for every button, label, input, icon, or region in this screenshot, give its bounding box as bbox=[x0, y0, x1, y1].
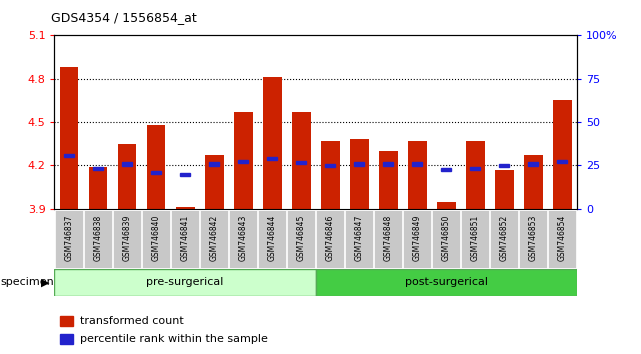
Text: GSM746852: GSM746852 bbox=[500, 215, 509, 261]
Bar bbox=[200, 210, 228, 268]
Bar bbox=[292, 112, 311, 209]
Bar bbox=[379, 151, 397, 209]
Text: GSM746843: GSM746843 bbox=[238, 215, 247, 261]
Bar bbox=[151, 171, 161, 174]
Bar bbox=[113, 210, 141, 268]
Bar bbox=[296, 161, 306, 164]
Bar bbox=[267, 157, 278, 160]
Bar bbox=[408, 141, 427, 209]
Text: GSM746838: GSM746838 bbox=[94, 215, 103, 261]
Text: GSM746839: GSM746839 bbox=[122, 215, 131, 261]
Bar bbox=[495, 170, 514, 209]
Bar bbox=[229, 210, 257, 268]
Bar bbox=[412, 162, 422, 166]
Text: GSM746845: GSM746845 bbox=[297, 215, 306, 261]
Text: GSM746854: GSM746854 bbox=[558, 215, 567, 261]
Bar bbox=[176, 207, 194, 209]
Bar bbox=[147, 125, 165, 209]
Bar bbox=[180, 173, 190, 176]
Bar bbox=[88, 167, 108, 209]
Text: pre-surgerical: pre-surgerical bbox=[146, 277, 224, 287]
Text: GSM746837: GSM746837 bbox=[65, 215, 74, 261]
Bar bbox=[122, 162, 132, 166]
Text: GSM746848: GSM746848 bbox=[384, 215, 393, 261]
Bar bbox=[345, 210, 373, 268]
Bar bbox=[60, 67, 78, 209]
Bar bbox=[325, 164, 335, 167]
Text: GSM746844: GSM746844 bbox=[268, 215, 277, 261]
Bar bbox=[84, 210, 112, 268]
Text: transformed count: transformed count bbox=[79, 316, 183, 326]
Bar bbox=[354, 162, 364, 166]
Bar bbox=[55, 210, 83, 268]
Text: GSM746851: GSM746851 bbox=[471, 215, 480, 261]
Bar bbox=[350, 139, 369, 209]
Bar bbox=[142, 210, 170, 268]
Bar bbox=[462, 210, 489, 268]
Bar bbox=[433, 210, 460, 268]
Text: GSM746846: GSM746846 bbox=[326, 215, 335, 261]
Bar bbox=[234, 112, 253, 209]
Bar bbox=[263, 77, 281, 209]
Bar bbox=[383, 162, 394, 166]
Text: post-surgerical: post-surgerical bbox=[405, 277, 488, 287]
Bar bbox=[557, 160, 567, 163]
Bar bbox=[441, 168, 451, 171]
Text: ▶: ▶ bbox=[41, 277, 49, 287]
Text: GSM746850: GSM746850 bbox=[442, 215, 451, 261]
Bar bbox=[204, 155, 224, 209]
Bar bbox=[287, 210, 315, 268]
Text: percentile rank within the sample: percentile rank within the sample bbox=[79, 334, 267, 344]
Bar bbox=[64, 154, 74, 157]
Bar bbox=[403, 210, 431, 268]
Bar bbox=[258, 210, 286, 268]
Text: specimen: specimen bbox=[1, 277, 54, 287]
Text: GSM746842: GSM746842 bbox=[210, 215, 219, 261]
Bar bbox=[466, 141, 485, 209]
Bar bbox=[315, 269, 577, 296]
Bar bbox=[524, 155, 543, 209]
Bar bbox=[553, 101, 572, 209]
Text: GDS4354 / 1556854_at: GDS4354 / 1556854_at bbox=[51, 11, 197, 24]
Text: GSM746849: GSM746849 bbox=[413, 215, 422, 261]
Bar bbox=[528, 162, 538, 166]
Bar bbox=[320, 141, 340, 209]
Bar bbox=[316, 210, 344, 268]
Text: GSM746841: GSM746841 bbox=[181, 215, 190, 261]
Bar bbox=[374, 210, 402, 268]
Bar bbox=[549, 210, 576, 268]
Bar bbox=[238, 160, 248, 163]
Bar bbox=[54, 269, 315, 296]
Bar bbox=[93, 167, 103, 170]
Bar bbox=[209, 162, 219, 166]
Bar bbox=[60, 316, 73, 326]
Bar bbox=[60, 334, 73, 344]
Bar bbox=[171, 210, 199, 268]
Bar bbox=[499, 164, 510, 167]
Text: GSM746840: GSM746840 bbox=[151, 215, 160, 261]
Bar bbox=[117, 144, 137, 209]
Bar bbox=[519, 210, 547, 268]
Bar bbox=[437, 202, 456, 209]
Text: GSM746853: GSM746853 bbox=[529, 215, 538, 261]
Bar bbox=[490, 210, 519, 268]
Text: GSM746847: GSM746847 bbox=[354, 215, 363, 261]
Bar bbox=[470, 167, 480, 170]
